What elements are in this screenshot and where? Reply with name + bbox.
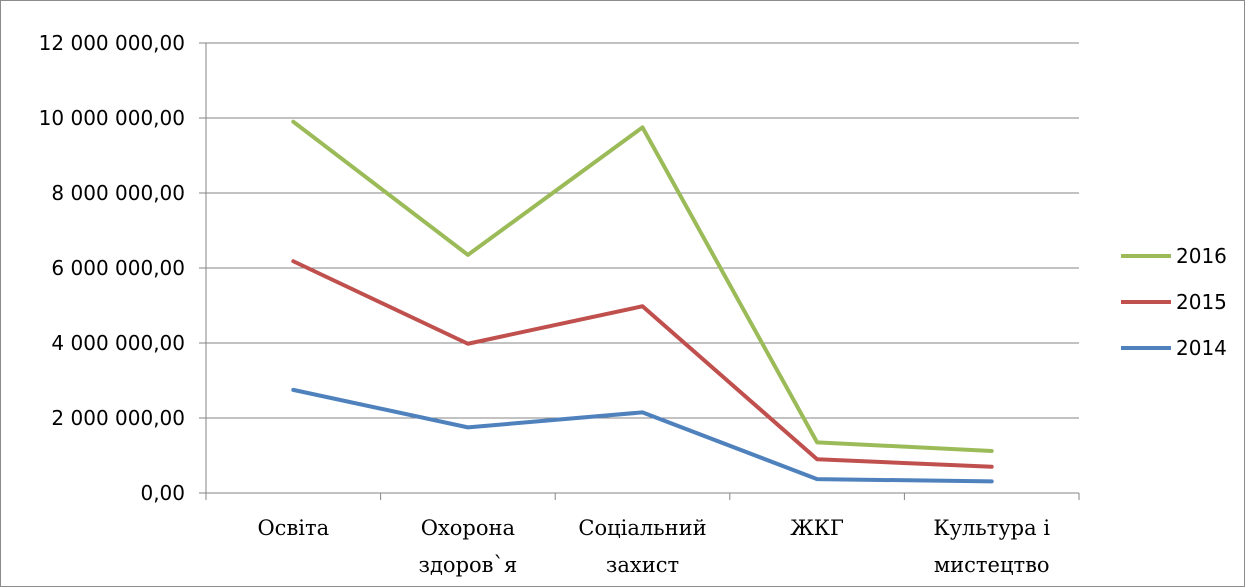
x-tick-label: ЖКГ [790,516,844,540]
series-lines [291,119,994,484]
axes: 0,00 2 000 000,00 4 000 000,00 6 000 000,00… [39,31,1080,577]
legend: 2016 2015 2014 [1121,244,1227,360]
y-tick-label: 2 000 000,00 [51,406,185,430]
y-tick-label: 12 000 000,00 [39,31,185,55]
y-tick-label: 0,00 [140,481,185,505]
gridlines [206,42,1079,419]
y-tick-label: 6 000 000,00 [51,256,185,280]
legend-label-2015: 2015 [1176,290,1227,314]
y-tick-label: 10 000 000,00 [39,106,185,130]
legend-label-2014: 2014 [1176,336,1227,360]
series-line-2014 [291,387,994,484]
y-tick-label: 8 000 000,00 [51,181,185,205]
x-tick-label: Культура і мистецтво [933,516,1050,577]
series-line-2015 [291,259,994,469]
y-tick-label: 4 000 000,00 [51,331,185,355]
x-tick-label: Соціальний захист [578,516,706,577]
series-line-2016 [291,119,994,453]
x-tick-label: Охорона здоров`я [419,516,518,577]
legend-label-2016: 2016 [1176,244,1227,268]
x-tick-label: Освіта [257,516,329,540]
